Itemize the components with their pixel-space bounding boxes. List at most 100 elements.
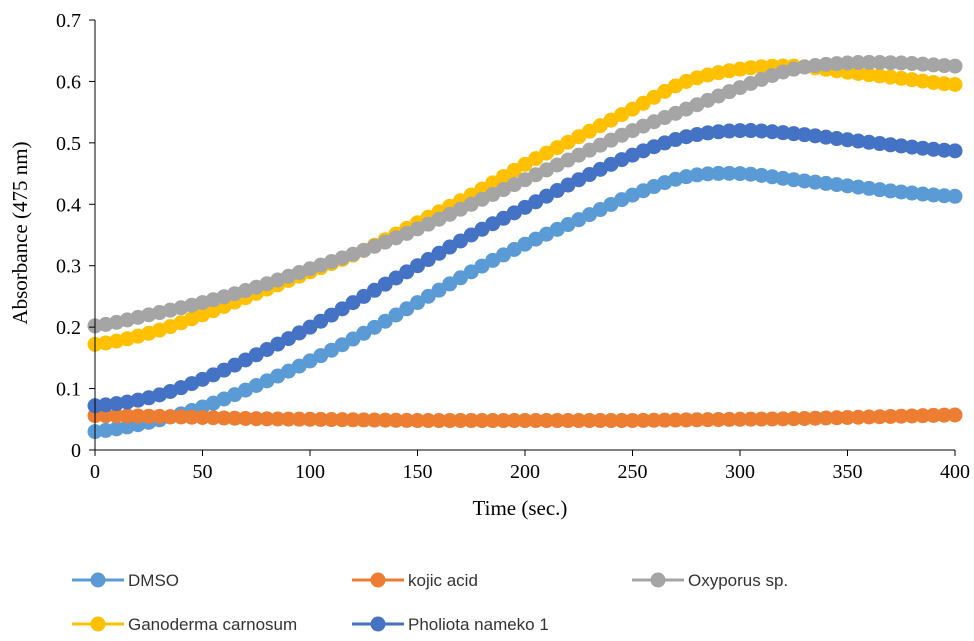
data-point — [732, 166, 748, 182]
data-point — [678, 412, 694, 428]
data-point — [334, 412, 350, 428]
data-point — [754, 123, 769, 139]
data-point — [893, 408, 909, 424]
data-point — [539, 413, 554, 429]
data-point — [291, 411, 307, 427]
data-point — [313, 411, 329, 427]
data-point — [195, 409, 210, 425]
x-tick-label: 150 — [403, 461, 433, 483]
data-point — [377, 412, 393, 428]
data-point — [743, 123, 759, 139]
data-point — [786, 126, 802, 142]
data-point — [926, 141, 941, 157]
data-point — [270, 411, 286, 427]
y-tick-label: 0.3 — [56, 256, 81, 278]
data-point — [775, 125, 791, 141]
data-point — [356, 412, 372, 428]
data-point — [893, 55, 909, 71]
data-point — [248, 411, 264, 427]
data-point — [711, 124, 726, 140]
data-point — [571, 413, 587, 429]
data-point — [463, 413, 479, 429]
data-point — [872, 409, 888, 425]
data-point — [797, 410, 812, 426]
data-point — [474, 413, 490, 429]
data-point — [560, 413, 576, 429]
legend-label: Oxyporus sp. — [688, 571, 788, 590]
x-tick-label: 400 — [940, 461, 970, 483]
data-point — [109, 408, 124, 424]
data-point — [732, 123, 748, 139]
data-point — [915, 186, 931, 202]
data-point — [721, 165, 737, 181]
data-point — [786, 411, 802, 427]
data-point — [840, 409, 855, 425]
data-point — [152, 408, 167, 424]
data-point — [668, 412, 683, 428]
legend-swatch-marker — [650, 572, 666, 588]
y-tick-label: 0.6 — [56, 71, 81, 93]
data-point — [936, 76, 952, 92]
data-point — [711, 412, 726, 428]
legend-item: Pholiota nameko 1 — [352, 615, 549, 634]
data-point — [399, 412, 415, 428]
data-point — [850, 55, 866, 71]
data-point — [130, 408, 146, 424]
data-point — [711, 165, 726, 181]
data-point — [238, 410, 253, 426]
data-point — [883, 55, 898, 71]
data-point — [700, 412, 716, 428]
data-point — [936, 407, 952, 423]
data-point — [743, 60, 759, 76]
x-tick-label: 350 — [833, 461, 863, 483]
series-dmso — [87, 165, 963, 440]
data-point — [754, 59, 769, 75]
data-point — [915, 56, 931, 72]
legend-label: kojic acid — [408, 571, 478, 590]
data-point — [689, 167, 705, 183]
legend-label: DMSO — [128, 571, 179, 590]
data-point — [345, 412, 361, 428]
legend-label: Ganoderma carnosum — [128, 615, 297, 634]
data-point — [926, 57, 941, 73]
data-point — [431, 413, 447, 429]
axis-ticks: 0 0.1 0.2 0.3 0.4 0.5 0.6 0.7 0 50 100 150 200 250 300… — [56, 10, 970, 483]
data-point — [732, 411, 748, 427]
x-tick-label: 200 — [510, 461, 540, 483]
legend-item: DMSO — [72, 571, 179, 590]
data-point — [775, 411, 791, 427]
data-point — [646, 412, 662, 428]
legend-swatch-marker — [370, 616, 386, 632]
data-point — [410, 413, 425, 429]
data-point — [818, 56, 834, 72]
data-point — [216, 410, 232, 426]
x-tick-label: 50 — [193, 461, 213, 483]
y-tick-label: 0.4 — [56, 194, 81, 216]
data-point — [367, 412, 382, 428]
data-point — [947, 143, 963, 159]
data-point — [861, 54, 877, 70]
data-point — [141, 408, 157, 424]
series-pholiota-nameko-1 — [87, 123, 963, 414]
x-axis-title: Time (sec.) — [473, 496, 568, 520]
data-point — [549, 413, 565, 429]
data-point — [872, 54, 888, 70]
y-tick-label: 0.2 — [56, 317, 81, 339]
data-point — [883, 408, 898, 424]
data-point — [721, 411, 737, 427]
data-point — [947, 407, 963, 423]
data-point — [528, 413, 544, 429]
data-point — [721, 123, 737, 139]
data-point — [625, 413, 640, 429]
data-point — [764, 124, 780, 140]
data-point — [442, 413, 458, 429]
legend-item: kojic acid — [352, 571, 478, 590]
data-point — [162, 409, 178, 425]
data-point — [657, 412, 673, 428]
y-tick-label: 0.5 — [56, 133, 81, 155]
data-point — [947, 77, 963, 92]
data-point — [947, 58, 963, 74]
plot-area — [87, 54, 963, 440]
data-point — [861, 409, 877, 425]
data-point — [582, 413, 597, 429]
